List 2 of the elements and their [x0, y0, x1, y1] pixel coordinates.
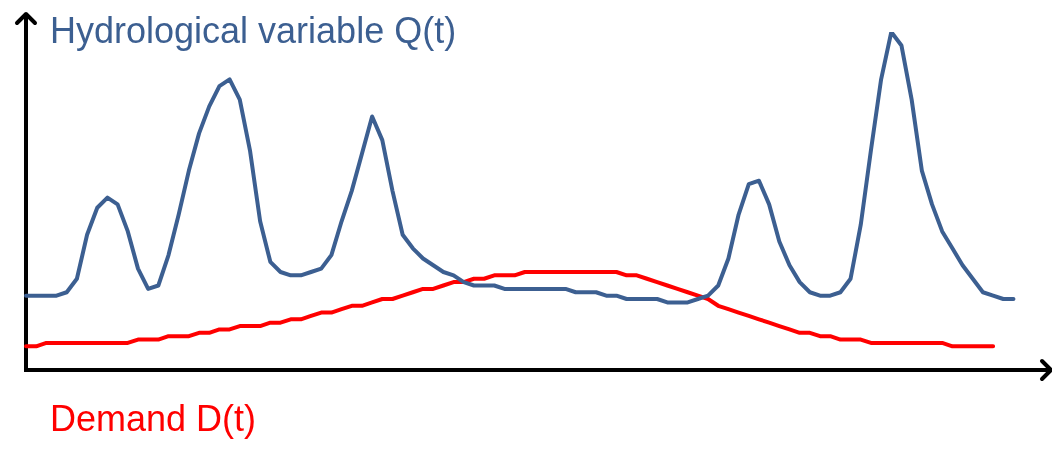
- series-label: Hydrological variable Q(t): [50, 10, 457, 52]
- series-label: Demand D(t): [50, 398, 257, 440]
